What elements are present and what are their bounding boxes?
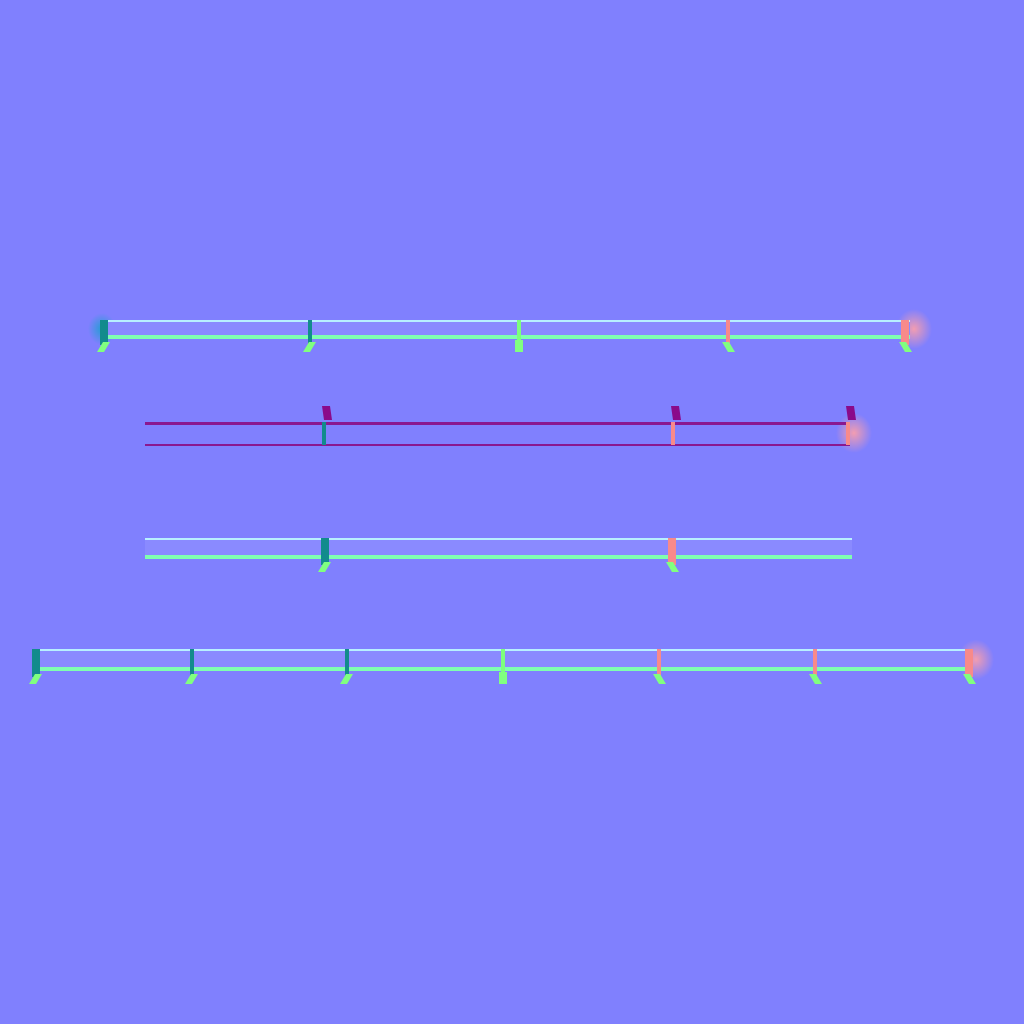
post (32, 649, 40, 677)
post (308, 320, 312, 345)
post (657, 649, 661, 677)
post (321, 538, 329, 565)
post (726, 320, 730, 345)
rail-bottom-line (145, 444, 850, 446)
post-foot (499, 672, 507, 684)
post (965, 649, 973, 677)
post (668, 538, 676, 565)
post (846, 422, 850, 445)
rail-bottom-edge (145, 555, 852, 559)
rail-top-edge (145, 538, 852, 540)
post (322, 422, 326, 445)
post (190, 649, 194, 677)
rail-bottom-edge (102, 335, 910, 339)
post (100, 320, 108, 345)
rail-top-edge (102, 320, 910, 322)
rail-face (102, 322, 910, 336)
rail-top-line (145, 422, 850, 425)
post (671, 422, 675, 445)
post (813, 649, 817, 677)
post-foot (515, 340, 523, 352)
rail-face (145, 540, 852, 556)
post (901, 320, 909, 345)
post (345, 649, 349, 677)
